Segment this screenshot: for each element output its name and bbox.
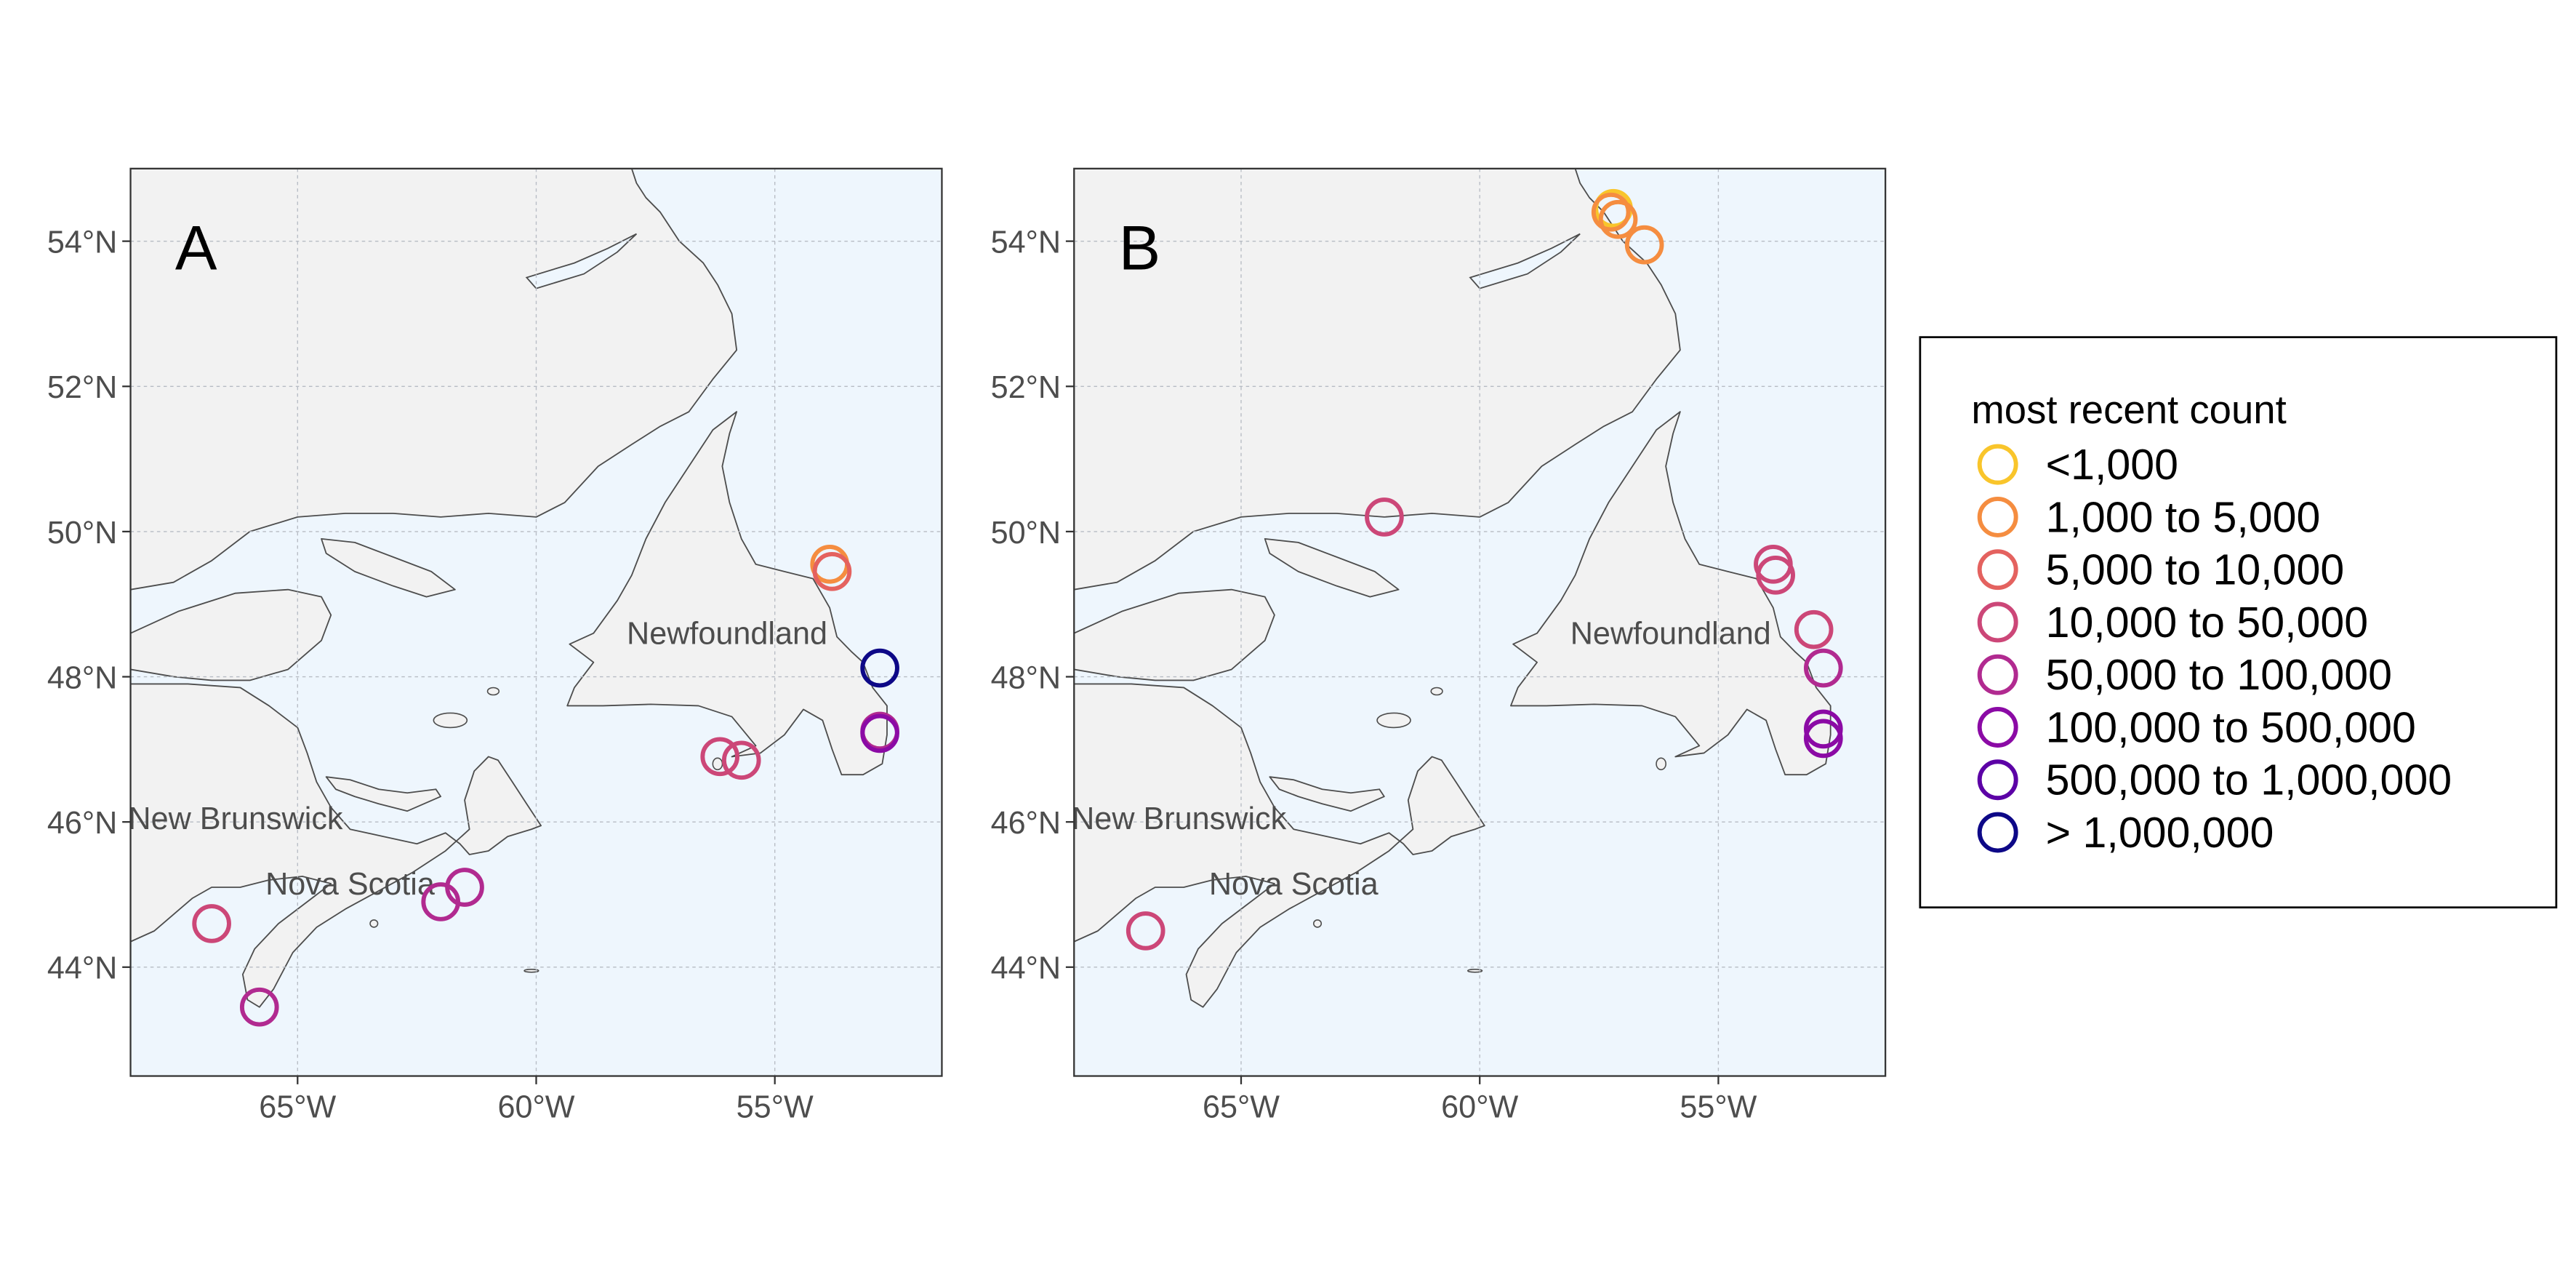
- legend-item: 10,000 to 50,000: [1977, 599, 2369, 647]
- colony-marker: [860, 648, 899, 688]
- legend-item: 50,000 to 100,000: [1977, 651, 2392, 699]
- land-anticosti-island: [321, 537, 456, 598]
- colony-marker: [1803, 648, 1843, 688]
- place-label: Nova Scotia: [1209, 867, 1379, 902]
- x-tick-label: 55°W: [737, 1089, 814, 1124]
- legend-item-label: 500,000 to 1,000,000: [2046, 756, 2452, 804]
- legend-key-circle: [1977, 707, 2018, 748]
- legend-item: 5,000 to 10,000: [1977, 546, 2345, 594]
- place-label: Newfoundland: [627, 617, 827, 652]
- x-tick-label: 60°W: [1441, 1089, 1518, 1124]
- y-tick-label: 52°N: [991, 370, 1061, 405]
- small-island: [486, 687, 500, 696]
- small-island: [1312, 919, 1323, 928]
- legend-item-label: > 1,000,000: [2046, 809, 2274, 857]
- y-tick-label: 46°N: [991, 806, 1061, 841]
- colony-marker: [1624, 225, 1664, 265]
- legend-key-circle: [1977, 496, 2018, 537]
- legend-item-label: <1,000: [2046, 441, 2178, 489]
- small-island: [369, 919, 379, 928]
- colony-marker: [812, 551, 852, 591]
- place-label: New Brunswick: [128, 801, 342, 836]
- y-tick-label: 52°N: [47, 370, 117, 405]
- land-newfoundland: [1510, 411, 1831, 776]
- small-island: [433, 712, 468, 729]
- legend-key-circle: [1977, 759, 2018, 801]
- colony-marker: [1591, 192, 1631, 232]
- small-island: [1656, 757, 1666, 771]
- y-tick-label: 54°N: [47, 225, 117, 260]
- water-lake-melville: [1469, 233, 1581, 289]
- colony-marker: [1598, 199, 1638, 239]
- x-tick-label: 60°W: [497, 1089, 574, 1124]
- place-label: New Brunswick: [1072, 801, 1286, 836]
- legend-key-circle: [1977, 812, 2018, 853]
- colony-marker: [1126, 911, 1165, 951]
- legend-item: 500,000 to 1,000,000: [1977, 756, 2452, 804]
- small-island: [1466, 969, 1483, 973]
- legend-key-circle: [1977, 549, 2018, 591]
- legend-key-circle: [1977, 654, 2018, 695]
- legend-item-label: 10,000 to 50,000: [2046, 599, 2369, 647]
- map-content: Newfoundland New Brunswick Nova Scotia: [1072, 168, 1886, 1076]
- x-tick-label: 55°W: [1680, 1089, 1757, 1124]
- y-tick-label: 48°N: [991, 660, 1061, 695]
- colony-marker: [239, 987, 279, 1027]
- legend-item: 100,000 to 500,000: [1977, 703, 2416, 751]
- legend-item: <1,000: [1977, 441, 2178, 489]
- colony-marker: [860, 713, 899, 753]
- colony-marker: [1756, 555, 1795, 595]
- land-anticosti-island: [1264, 537, 1400, 598]
- legend-item-label: 50,000 to 100,000: [2046, 651, 2392, 699]
- legend-item-label: 5,000 to 10,000: [2046, 546, 2345, 594]
- legend-box: [1919, 336, 2558, 909]
- small-island: [1376, 712, 1411, 729]
- small-island: [1430, 687, 1443, 696]
- y-tick-label: 44°N: [47, 951, 117, 986]
- land-prince-edward-island: [1269, 776, 1385, 812]
- map-content: Newfoundland New Brunswick Nova Scotia: [128, 168, 942, 1076]
- panel-letter: B: [1119, 213, 1161, 283]
- place-label: Newfoundland: [1570, 617, 1771, 652]
- y-tick-label: 48°N: [47, 660, 117, 695]
- y-tick-label: 44°N: [991, 951, 1061, 986]
- land-gaspe-peninsula: [130, 588, 332, 681]
- colony-marker: [1803, 719, 1843, 759]
- y-tick-label: 46°N: [47, 806, 117, 841]
- land-newfoundland: [566, 411, 888, 776]
- y-tick-label: 50°N: [991, 516, 1061, 551]
- colony-marker: [700, 737, 740, 777]
- map-panel-a: Newfoundland New Brunswick Nova Scotia A 65°…: [47, 167, 943, 1124]
- colony-marker: [1365, 497, 1404, 537]
- panel-letter: A: [175, 213, 217, 283]
- land-prince-edward-island: [325, 776, 442, 812]
- y-tick-label: 50°N: [47, 516, 117, 551]
- x-tick-label: 65°W: [1203, 1089, 1280, 1124]
- colony-marker: [1803, 709, 1843, 749]
- colony-marker: [192, 904, 231, 943]
- x-tick-label: 65°W: [259, 1089, 336, 1124]
- legend-item: 1,000 to 5,000: [1977, 493, 2321, 541]
- colony-marker: [721, 740, 761, 780]
- water-lake-melville: [525, 233, 638, 289]
- legend-item-label: 1,000 to 5,000: [2046, 493, 2321, 541]
- legend-title: most recent count: [1971, 388, 2286, 432]
- legend-item: > 1,000,000: [1977, 809, 2274, 857]
- colony-marker: [1794, 609, 1834, 649]
- legend-item-label: 100,000 to 500,000: [2046, 703, 2416, 751]
- legend-key-circle: [1977, 601, 2018, 643]
- legend-key-circle: [1977, 444, 2018, 485]
- colony-marker: [445, 868, 484, 907]
- y-tick-label: 54°N: [991, 225, 1061, 260]
- small-island: [523, 969, 539, 973]
- place-label: Nova Scotia: [265, 867, 436, 902]
- small-island: [712, 757, 723, 771]
- map-panel-b: Newfoundland New Brunswick Nova Scotia B 65°…: [991, 167, 1887, 1124]
